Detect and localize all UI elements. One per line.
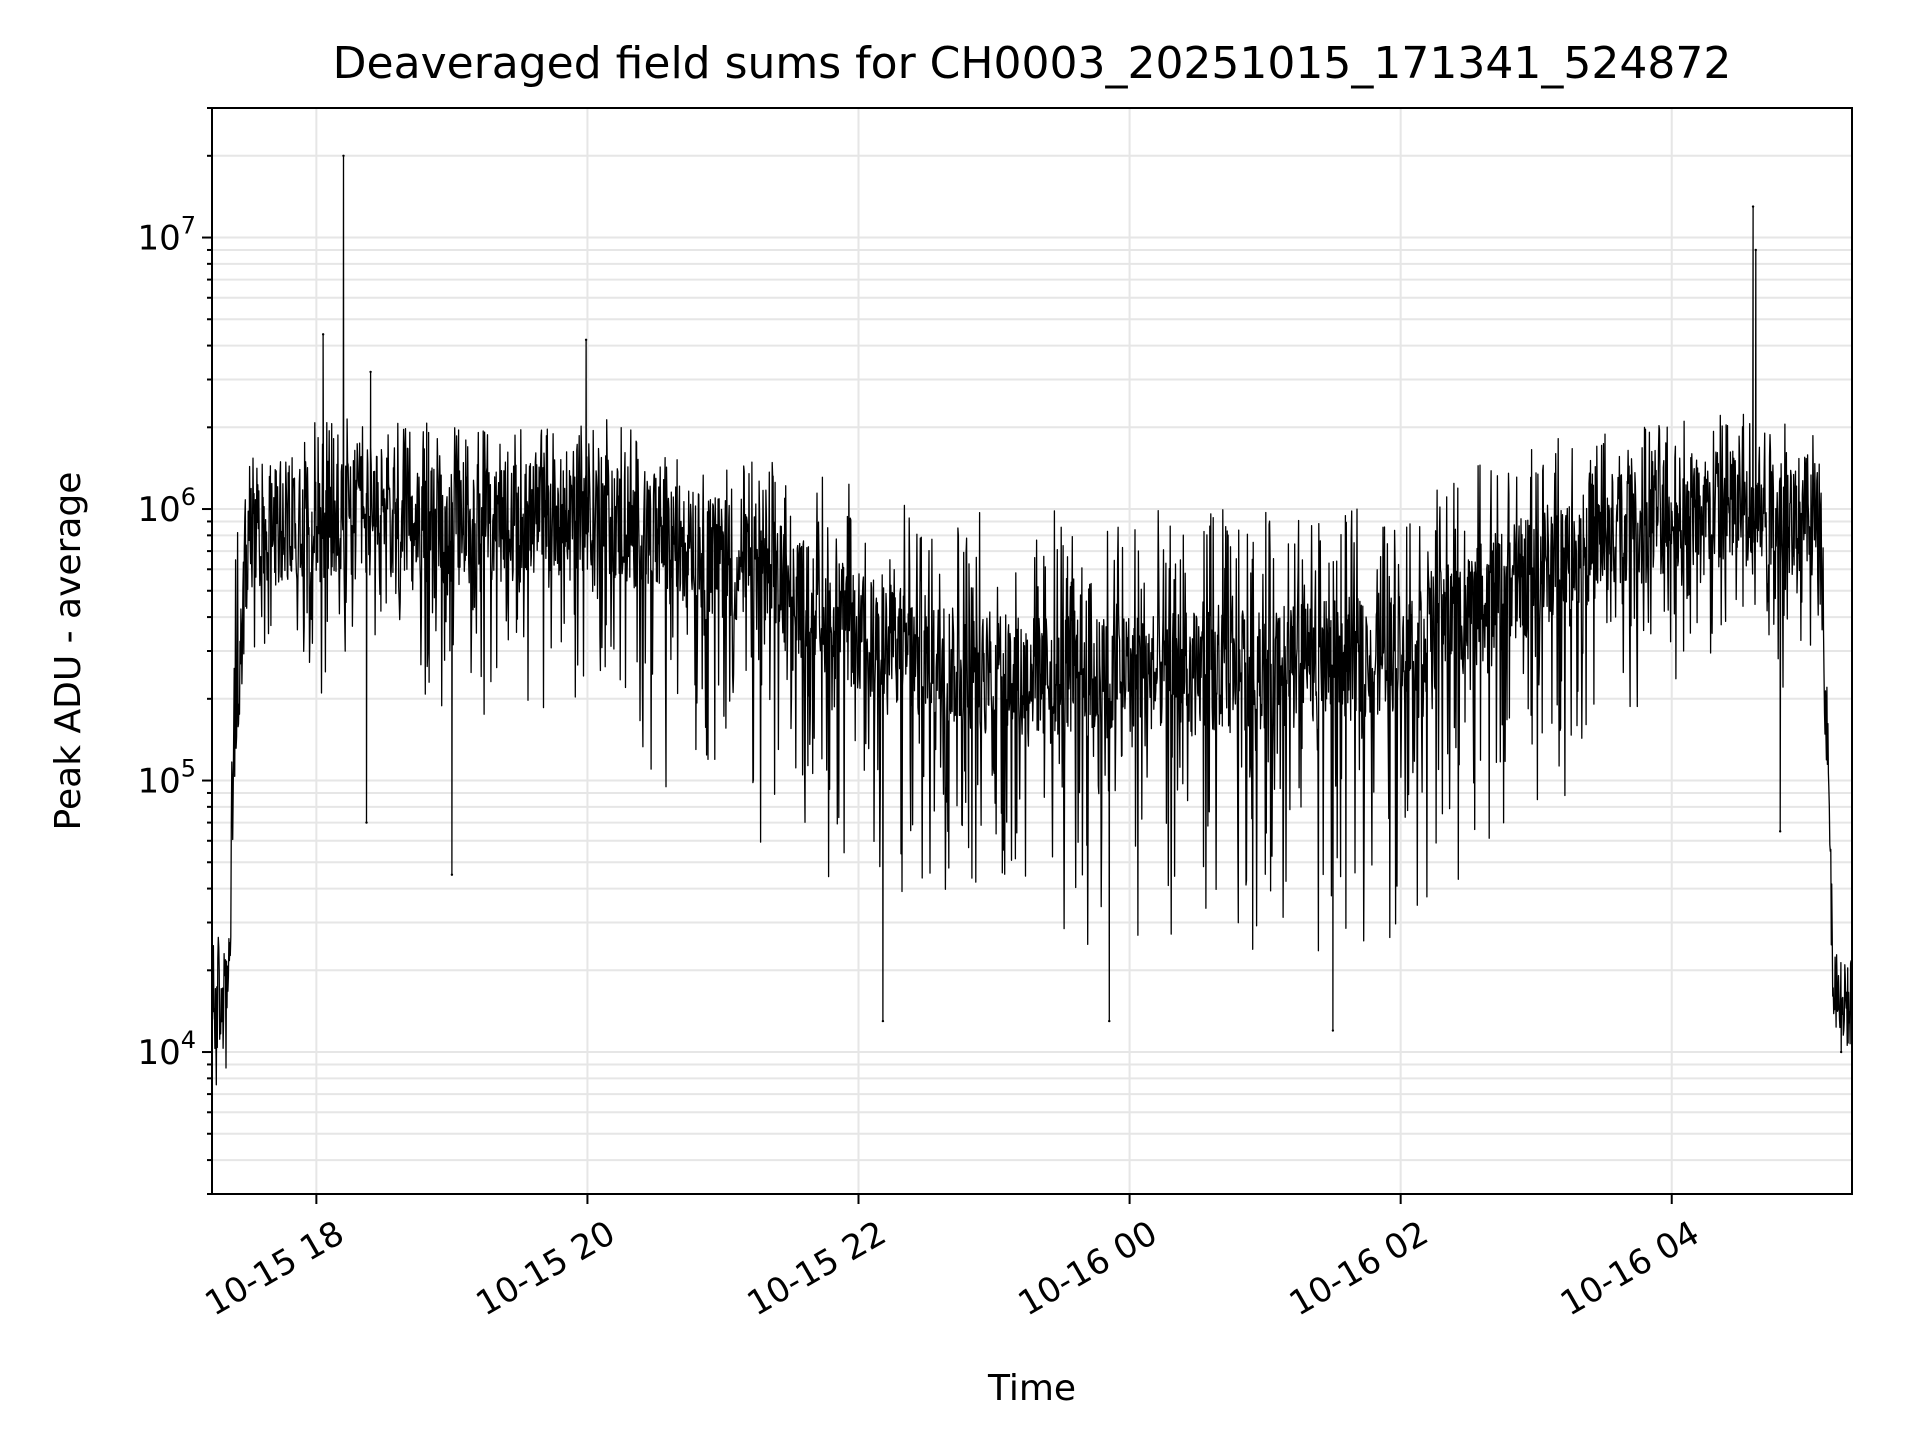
y-tick-label: 105 xyxy=(137,755,196,802)
spike-point xyxy=(1839,1050,1843,1054)
y-tick-base: 10 xyxy=(137,1033,180,1073)
x-tick-label: 10-15 20 xyxy=(470,1213,622,1324)
spike-point xyxy=(1108,1019,1111,1023)
chart-title: Deaveraged field sums for CH0003_2025101… xyxy=(333,38,1732,89)
x-axis-label: Time xyxy=(987,1368,1076,1409)
y-tick-label: 104 xyxy=(137,1026,196,1073)
y-tick-label: 107 xyxy=(137,212,196,259)
spike-point xyxy=(1331,1029,1335,1032)
spike-point xyxy=(365,821,368,824)
y-tick-label: 106 xyxy=(137,483,196,530)
x-tick-label: 10-16 02 xyxy=(1283,1213,1435,1324)
spike-point xyxy=(1778,830,1782,833)
y-tick-base: 10 xyxy=(137,219,180,259)
y-axis-label: Peak ADU - average xyxy=(48,472,89,831)
y-tick-exponent: 5 xyxy=(181,755,196,783)
spike-point xyxy=(369,370,372,374)
spike-point xyxy=(321,333,325,336)
y-tick-exponent: 6 xyxy=(181,483,196,511)
spike-point xyxy=(342,154,345,158)
x-axis: 10-15 18 10-15 20 10-15 22 10-16 00 10-16 02… xyxy=(198,1194,1706,1324)
x-tick-label: 10-16 04 xyxy=(1554,1213,1706,1324)
spike-point xyxy=(1754,248,1757,252)
y-tick-base: 10 xyxy=(137,490,180,530)
series-line xyxy=(212,155,1852,1086)
y-tick-exponent: 4 xyxy=(181,1026,196,1054)
spike-point xyxy=(881,1019,885,1023)
y-tick-base: 10 xyxy=(137,762,180,802)
grid-layer xyxy=(212,107,1852,1195)
spike-point xyxy=(584,338,588,342)
y-tick-exponent: 7 xyxy=(181,212,196,240)
x-tick-label: 10-15 22 xyxy=(741,1213,893,1324)
x-tick-label: 10-15 18 xyxy=(198,1213,350,1324)
spike-point xyxy=(450,873,454,876)
series-layer xyxy=(212,154,1852,1086)
x-tick-label: 10-16 00 xyxy=(1012,1213,1164,1324)
spike-point xyxy=(1751,205,1755,208)
